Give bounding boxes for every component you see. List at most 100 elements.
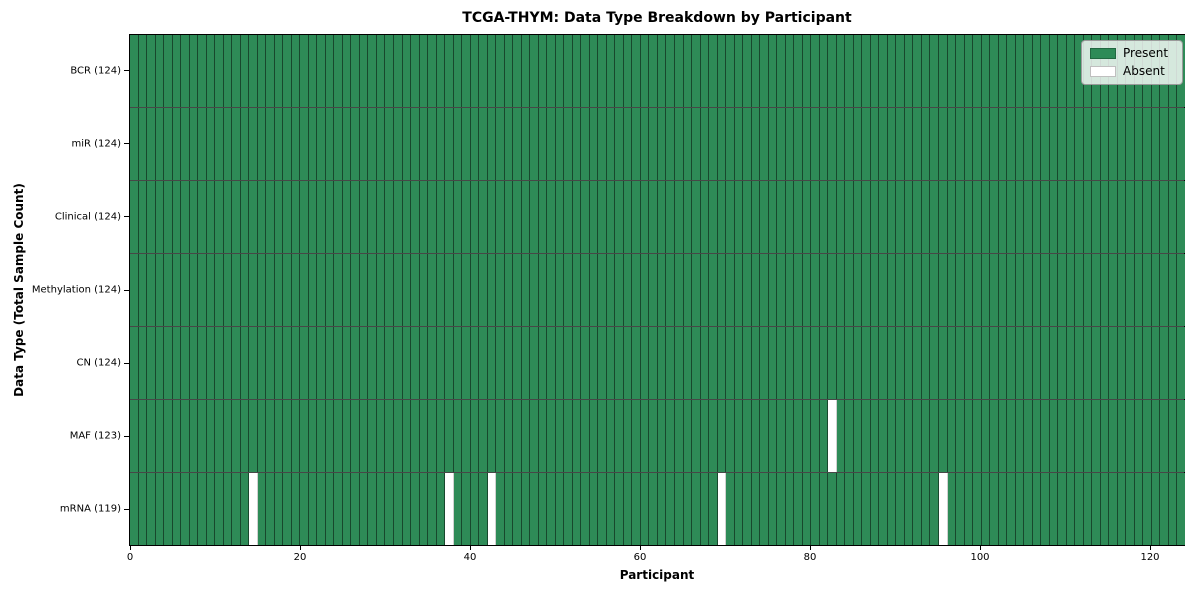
- heatmap-cell: [1117, 327, 1127, 399]
- heatmap-cell: [964, 35, 974, 107]
- heatmap-cell: [257, 400, 267, 472]
- heatmap-cell: [1058, 181, 1067, 253]
- heatmap-row-Methylation: [130, 254, 1185, 327]
- heatmap-cell: [521, 108, 531, 180]
- heatmap-cell: [751, 254, 761, 326]
- heatmap-cell: [393, 108, 403, 180]
- heatmap-cell: [913, 181, 922, 253]
- heatmap-cell: [887, 108, 897, 180]
- heatmap-cell: [947, 108, 957, 180]
- heatmap-cell: [1126, 473, 1135, 545]
- heatmap-cell: [853, 400, 863, 472]
- heatmap-cell: [189, 400, 199, 472]
- heatmap-cell: [1058, 400, 1067, 472]
- heatmap-cell: [172, 254, 182, 326]
- heatmap-cell: [164, 327, 173, 399]
- heatmap-cell: [836, 473, 846, 545]
- legend-entry-present: Present: [1090, 47, 1174, 60]
- heatmap-cell: [436, 473, 446, 545]
- heatmap-cell: [734, 108, 744, 180]
- heatmap-cell: [232, 473, 241, 545]
- heatmap-cell: [998, 181, 1008, 253]
- heatmap-cell: [666, 473, 675, 545]
- heatmap-cell: [147, 473, 156, 545]
- x-tick-mark: [1149, 546, 1151, 550]
- heatmap-cell: [990, 327, 999, 399]
- heatmap-cell: [1075, 473, 1084, 545]
- heatmap-cell: [921, 108, 931, 180]
- heatmap-cell: [990, 181, 999, 253]
- heatmap-cell: [947, 473, 957, 545]
- heatmap-cell: [845, 400, 854, 472]
- heatmap-cell: [155, 181, 165, 253]
- heatmap-cell: [938, 35, 948, 107]
- heatmap-cell: [845, 181, 854, 253]
- heatmap-cell: [308, 327, 318, 399]
- heatmap-cell: [879, 400, 888, 472]
- heatmap-cell: [700, 254, 710, 326]
- heatmap-cell: [249, 400, 258, 472]
- heatmap-cell: [632, 254, 641, 326]
- heatmap-cell: [189, 181, 199, 253]
- heatmap-cell: [973, 254, 982, 326]
- heatmap-cell: [266, 327, 275, 399]
- heatmap-cell: [138, 254, 148, 326]
- heatmap-cell: [462, 108, 471, 180]
- heatmap-cell: [547, 35, 556, 107]
- heatmap-cell: [1117, 254, 1127, 326]
- heatmap-cell: [572, 400, 582, 472]
- heatmap-cell: [632, 327, 641, 399]
- heatmap-cell: [504, 327, 514, 399]
- heatmap-cell: [726, 473, 735, 545]
- heatmap-cell: [623, 181, 633, 253]
- heatmap-cell: [1024, 327, 1033, 399]
- heatmap-cell: [589, 35, 599, 107]
- x-tick-mark: [129, 546, 131, 550]
- heatmap-cell: [496, 254, 505, 326]
- heatmap-cell: [513, 400, 522, 472]
- heatmap-cell: [1160, 473, 1169, 545]
- heatmap-cell: [215, 400, 224, 472]
- heatmap-cell: [1126, 108, 1135, 180]
- heatmap-cell: [368, 327, 377, 399]
- heatmap-cell: [462, 35, 471, 107]
- heatmap-cell: [181, 254, 190, 326]
- heatmap-cell: [657, 35, 667, 107]
- heatmap-cell: [147, 254, 156, 326]
- heatmap-cell: [1177, 181, 1185, 253]
- y-tick-mark: [124, 143, 129, 145]
- heatmap-cell: [657, 400, 667, 472]
- heatmap-cell: [164, 473, 173, 545]
- heatmap-cell: [564, 254, 573, 326]
- heatmap-cell: [1177, 473, 1185, 545]
- heatmap-cell: [385, 400, 394, 472]
- heatmap-cell: [334, 473, 343, 545]
- heatmap-cell: [572, 254, 582, 326]
- heatmap-cell: [828, 35, 837, 107]
- heatmap-cell: [445, 327, 454, 399]
- heatmap-cell: [317, 473, 326, 545]
- heatmap-cell: [862, 254, 871, 326]
- heatmap-cell: [504, 254, 514, 326]
- heatmap-cell: [836, 400, 846, 472]
- heatmap-cell: [1177, 400, 1185, 472]
- heatmap-cell: [283, 181, 292, 253]
- heatmap-cell: [947, 327, 957, 399]
- heatmap-cell: [717, 254, 727, 326]
- heatmap-cell: [845, 108, 854, 180]
- heatmap-cell: [172, 327, 182, 399]
- x-tick-mark: [979, 546, 981, 550]
- heatmap-cell: [981, 108, 991, 180]
- heatmap-cell: [325, 254, 335, 326]
- heatmap-cell: [1151, 473, 1161, 545]
- heatmap-cell: [1151, 400, 1161, 472]
- heatmap-cell: [521, 327, 531, 399]
- heatmap-cell: [1066, 254, 1076, 326]
- heatmap-cell: [283, 108, 292, 180]
- y-tick-mark: [124, 216, 129, 218]
- heatmap-cell: [462, 400, 471, 472]
- heatmap-cell: [870, 35, 880, 107]
- heatmap-cell: [956, 35, 965, 107]
- heatmap-cell: [692, 400, 701, 472]
- heatmap-cell: [802, 473, 812, 545]
